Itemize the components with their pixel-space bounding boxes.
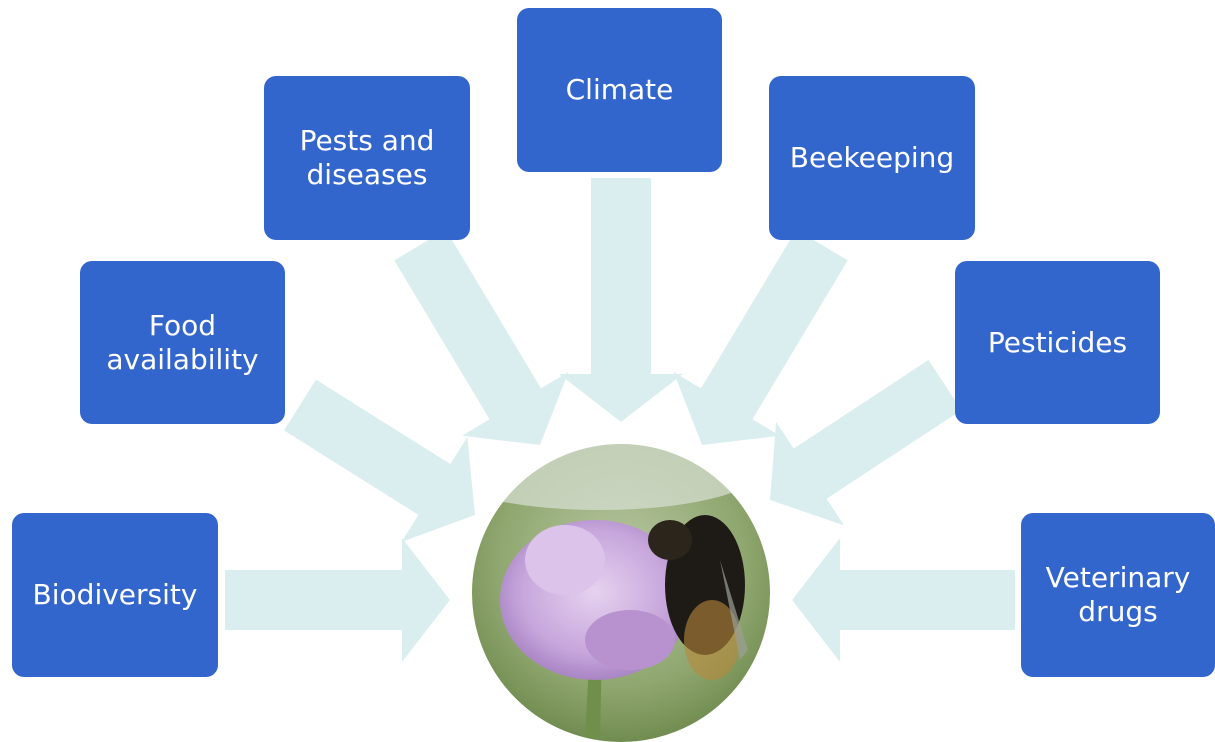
factor-box: Beekeeping — [769, 76, 975, 240]
arrow — [792, 538, 1015, 662]
arrow — [225, 538, 450, 662]
factor-label: Veterinary drugs — [1033, 561, 1203, 629]
factor-box: Food availability — [80, 261, 285, 424]
arrow — [674, 230, 848, 445]
arrow — [284, 380, 475, 542]
factor-label: Beekeeping — [790, 141, 954, 175]
arrow — [770, 360, 961, 526]
factor-label: Pests and diseases — [276, 124, 458, 192]
factor-box: Biodiversity — [12, 513, 218, 677]
factor-box: Pesticides — [955, 261, 1160, 424]
factor-label: Biodiversity — [33, 578, 198, 612]
arrow — [559, 178, 683, 422]
diagram: Biodiversity Food availability Pests and d… — [0, 0, 1215, 742]
factor-label: Climate — [566, 73, 674, 107]
bee-photo — [440, 430, 772, 742]
factor-box: Pests and diseases — [264, 76, 470, 240]
arrow — [394, 230, 568, 445]
factor-box: Veterinary drugs — [1021, 513, 1215, 677]
factor-box: Climate — [517, 8, 722, 172]
factor-label: Food availability — [92, 309, 273, 377]
factor-label: Pesticides — [988, 326, 1127, 360]
